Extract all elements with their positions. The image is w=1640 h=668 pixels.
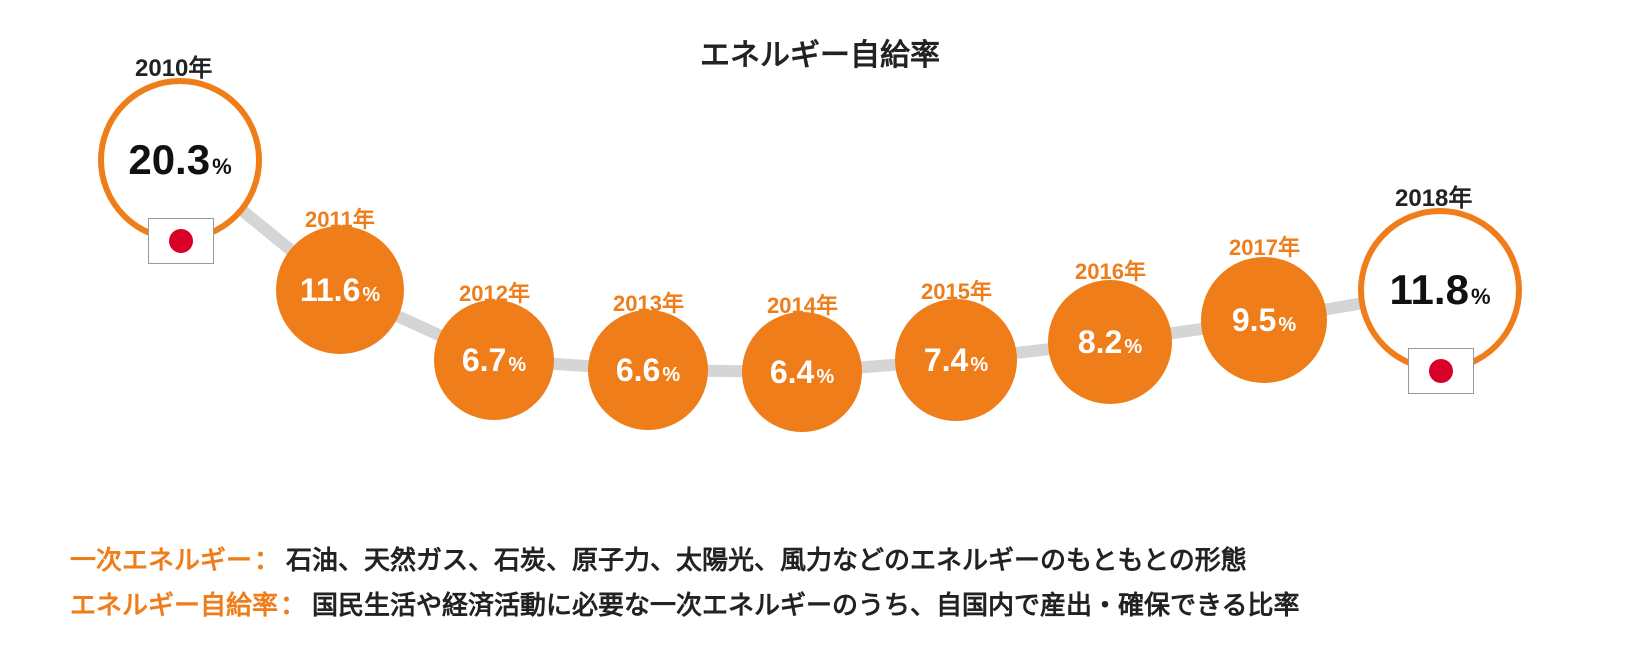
definition-row: 一次エネルギー：石油、天然ガス、石炭、原子力、太陽光、風力などのエネルギーのもと… (70, 540, 1300, 577)
year-label: 2015年 (921, 274, 992, 306)
value-number: 6.4 (770, 356, 814, 388)
year-label: 2012年 (459, 276, 530, 308)
value-number: 6.7 (462, 344, 506, 376)
percent-sign: % (362, 285, 380, 305)
data-bubble-2: 6.7% (434, 300, 554, 420)
year-label: 2011年 (305, 202, 375, 234)
value-number: 7.4 (924, 344, 968, 376)
value-label: 11.8% (1390, 269, 1491, 311)
data-bubble-6: 8.2% (1048, 280, 1172, 404)
percent-sign: % (1471, 286, 1491, 308)
japan-flag-icon (148, 218, 214, 264)
year-label: 2013年 (613, 286, 684, 318)
value-label: 20.3% (128, 139, 231, 181)
japan-flag-icon (1408, 348, 1474, 394)
data-bubble-4: 6.4% (742, 312, 862, 432)
infographic-stage: エネルギー自給率 20.3% 2010年 11.6% 2011年 6.7% 2012年 6.… (0, 0, 1640, 668)
value-number: 6.6 (616, 354, 660, 386)
definition-row: エネルギー自給率：国民生活や経済活動に必要な一次エネルギーのうち、自国内で産出・… (70, 585, 1300, 622)
value-number: 11.6 (300, 274, 361, 306)
definition-body: 石油、天然ガス、石炭、原子力、太陽光、風力などのエネルギーのもともとの形態 (286, 540, 1247, 577)
value-number: 8.2 (1078, 326, 1122, 358)
percent-sign: % (662, 365, 680, 385)
data-bubble-5: 7.4% (895, 299, 1017, 421)
definition-term: エネルギー自給率 (70, 585, 278, 622)
value-label: 7.4% (924, 344, 988, 376)
percent-sign: % (508, 355, 526, 375)
year-label: 2014年 (767, 288, 838, 320)
definition-term: 一次エネルギー (70, 540, 252, 577)
year-label: 2010年 (135, 48, 212, 83)
flag-dot (1429, 359, 1453, 383)
value-label: 6.6% (616, 354, 680, 386)
percent-sign: % (816, 367, 834, 387)
chart-title: エネルギー自給率 (0, 30, 1640, 74)
year-label: 2017年 (1229, 230, 1300, 262)
definition-body: 国民生活や経済活動に必要な一次エネルギーのうち、自国内で産出・確保できる比率 (312, 585, 1299, 622)
year-label: 2018年 (1395, 178, 1472, 213)
data-bubble-1: 11.6% (276, 226, 404, 354)
definition-colon: ： (280, 585, 306, 622)
flag-dot (169, 229, 193, 253)
percent-sign: % (1278, 315, 1296, 335)
definitions: 一次エネルギー：石油、天然ガス、石炭、原子力、太陽光、風力などのエネルギーのもと… (70, 540, 1300, 630)
value-number: 20.3 (128, 139, 210, 181)
data-bubble-3: 6.6% (588, 310, 708, 430)
value-label: 6.4% (770, 356, 834, 388)
value-label: 8.2% (1078, 326, 1142, 358)
value-number: 11.8 (1390, 269, 1469, 311)
value-label: 11.6% (300, 274, 380, 306)
value-number: 9.5 (1232, 304, 1276, 336)
value-label: 9.5% (1232, 304, 1296, 336)
definition-colon: ： (254, 540, 280, 577)
percent-sign: % (1124, 337, 1142, 357)
year-label: 2016年 (1075, 254, 1146, 286)
data-bubble-7: 9.5% (1201, 257, 1327, 383)
percent-sign: % (970, 355, 988, 375)
value-label: 6.7% (462, 344, 526, 376)
percent-sign: % (212, 156, 232, 178)
